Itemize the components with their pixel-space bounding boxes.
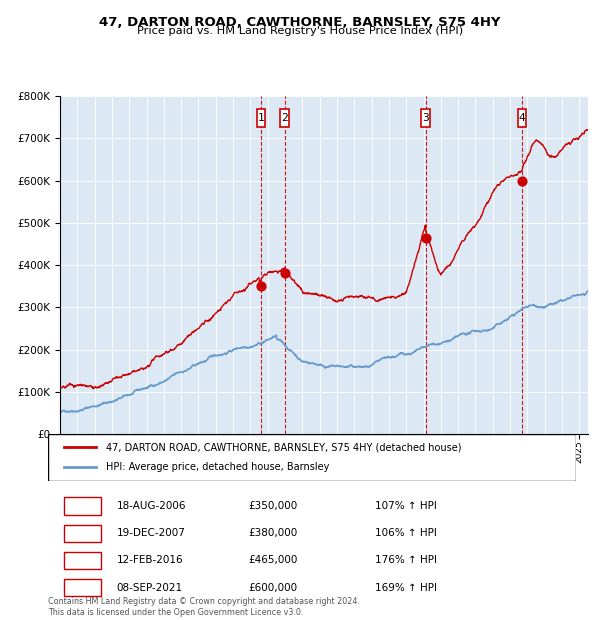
Bar: [421, 108, 430, 127]
Text: £600,000: £600,000: [248, 583, 298, 593]
Text: 3: 3: [79, 556, 86, 565]
Text: 3: 3: [422, 113, 429, 123]
Bar: [257, 108, 265, 127]
Bar: [280, 108, 289, 127]
Text: 47, DARTON ROAD, CAWTHORNE, BARNSLEY, S75 4HY (detached house): 47, DARTON ROAD, CAWTHORNE, BARNSLEY, S7…: [106, 442, 461, 452]
Text: 106% ↑ HPI: 106% ↑ HPI: [376, 528, 437, 538]
Text: 169% ↑ HPI: 169% ↑ HPI: [376, 583, 437, 593]
Text: 1: 1: [79, 501, 86, 511]
Bar: [518, 108, 526, 127]
Point: [517, 175, 527, 185]
Text: 08-SEP-2021: 08-SEP-2021: [116, 583, 183, 593]
Text: 47, DARTON ROAD, CAWTHORNE, BARNSLEY, S75 4HY: 47, DARTON ROAD, CAWTHORNE, BARNSLEY, S7…: [99, 16, 501, 29]
Text: 2: 2: [281, 113, 288, 123]
Text: £380,000: £380,000: [248, 528, 298, 538]
Text: Contains HM Land Registry data © Crown copyright and database right 2024.
This d: Contains HM Land Registry data © Crown c…: [48, 598, 360, 617]
Text: Price paid vs. HM Land Registry's House Price Index (HPI): Price paid vs. HM Land Registry's House …: [137, 26, 463, 36]
Text: 1: 1: [258, 113, 265, 123]
Text: £465,000: £465,000: [248, 556, 298, 565]
Text: 4: 4: [518, 113, 526, 123]
Bar: [64, 497, 101, 515]
Text: 12-FEB-2016: 12-FEB-2016: [116, 556, 183, 565]
Text: 107% ↑ HPI: 107% ↑ HPI: [376, 501, 437, 511]
Bar: [64, 552, 101, 569]
Text: 18-AUG-2006: 18-AUG-2006: [116, 501, 186, 511]
Point: [280, 268, 289, 278]
Text: £350,000: £350,000: [248, 501, 298, 511]
Text: 4: 4: [79, 583, 86, 593]
Point: [421, 232, 430, 242]
Point: [257, 281, 266, 291]
Text: HPI: Average price, detached house, Barnsley: HPI: Average price, detached house, Barn…: [106, 463, 329, 472]
Text: 2: 2: [79, 528, 86, 538]
Text: 19-DEC-2007: 19-DEC-2007: [116, 528, 185, 538]
Bar: [64, 525, 101, 542]
Bar: [64, 579, 101, 596]
Text: 176% ↑ HPI: 176% ↑ HPI: [376, 556, 437, 565]
